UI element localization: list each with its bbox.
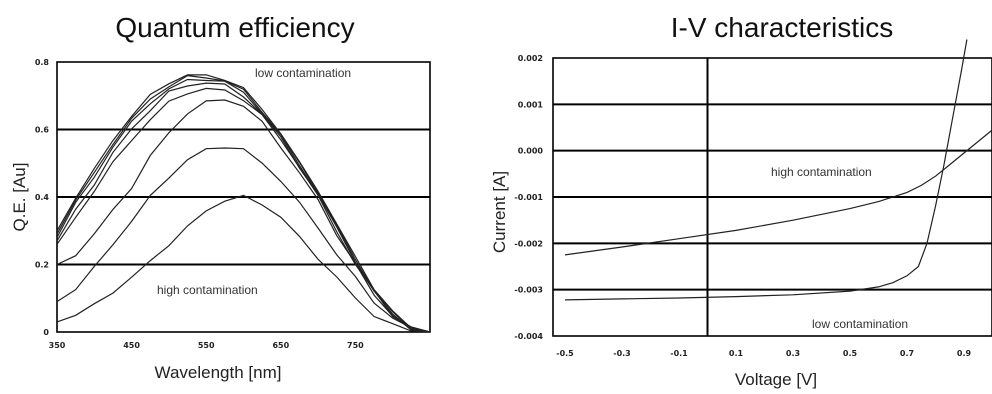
qe-x-axis-label: Wavelength [nm]: [155, 363, 282, 382]
qe-y-tick-label: 0.8: [35, 58, 50, 67]
iv-series-line: [564, 39, 968, 301]
iv-y-tick-label: -0.003: [514, 286, 543, 295]
qe-series-group: [56, 74, 431, 333]
qe-y-tick-label: 0: [43, 328, 49, 337]
qe-x-tick-label: 650: [272, 341, 289, 350]
qe-series-line: [56, 147, 431, 333]
iv-x-tick-label: 0.3: [786, 349, 800, 358]
qe-series-line: [56, 74, 431, 333]
iv-y-tick-label: -0.004: [514, 332, 543, 341]
qe-y-tick-label: 0.4: [35, 193, 50, 202]
iv-title: I-V characteristics: [671, 12, 894, 43]
iv-annotation-low: low contamination: [812, 317, 908, 331]
qe-series-line: [56, 194, 431, 333]
qe-x-tick-label: 350: [49, 341, 66, 350]
qe-series-line: [56, 99, 431, 333]
iv-series-line: [564, 129, 992, 256]
iv-x-tick-label: -0.1: [670, 349, 688, 358]
iv-x-tick-label: 0.9: [957, 349, 972, 358]
qe-y-tick-label: 0.6: [35, 126, 50, 135]
qe-y-axis-label: Q.E. [Au]: [10, 163, 29, 232]
iv-y-tick-label: 0.000: [518, 147, 544, 156]
iv-x-ticks: -0.5 -0.3 -0.1 0.1 0.3 0.5 0.7 0.9: [556, 349, 971, 358]
iv-annotation-high: high contamination: [771, 165, 872, 179]
iv-y-tick-label: 0.002: [518, 54, 543, 63]
iv-y-tick-label: 0.001: [518, 100, 544, 109]
iv-y-axis-label: Current [A]: [490, 171, 509, 253]
qe-y-ticks: 0.8 0.6 0.4 0.2 0: [35, 58, 50, 337]
iv-x-tick-label: 0.1: [729, 349, 744, 358]
iv-chart: I-V characteristics 0.002 0.001 0.000 -0.00…: [490, 12, 992, 389]
iv-x-tick-label: 0.5: [843, 349, 858, 358]
qe-y-tick-label: 0.2: [35, 261, 49, 270]
iv-series-group: [564, 39, 992, 301]
qe-annotation-low: low contamination: [255, 66, 351, 80]
qe-x-tick-label: 750: [347, 341, 364, 350]
qe-gridlines: [57, 128, 430, 266]
qe-x-ticks: 350 450 550 650 750: [49, 341, 365, 350]
iv-x-axis-label: Voltage [V]: [735, 370, 817, 389]
qe-chart: Quantum efficiency 0.8 0.6 0.4 0.2 0 350 450 5…: [10, 12, 431, 382]
iv-y-tick-label: -0.002: [514, 239, 543, 248]
iv-x-tick-label: 0.7: [900, 349, 914, 358]
iv-x-tick-label: -0.3: [613, 349, 631, 358]
qe-title: Quantum efficiency: [115, 12, 354, 43]
iv-x-tick-label: -0.5: [556, 349, 574, 358]
iv-y-ticks: 0.002 0.001 0.000 -0.001 -0.002 -0.003 -0.004: [514, 54, 543, 341]
iv-y-tick-label: -0.001: [514, 193, 543, 202]
qe-series-line: [56, 87, 431, 333]
qe-x-tick-label: 450: [123, 341, 140, 350]
iv-gridlines: [553, 58, 992, 336]
qe-annotation-high: high contamination: [157, 283, 258, 297]
qe-x-tick-label: 550: [198, 341, 215, 350]
